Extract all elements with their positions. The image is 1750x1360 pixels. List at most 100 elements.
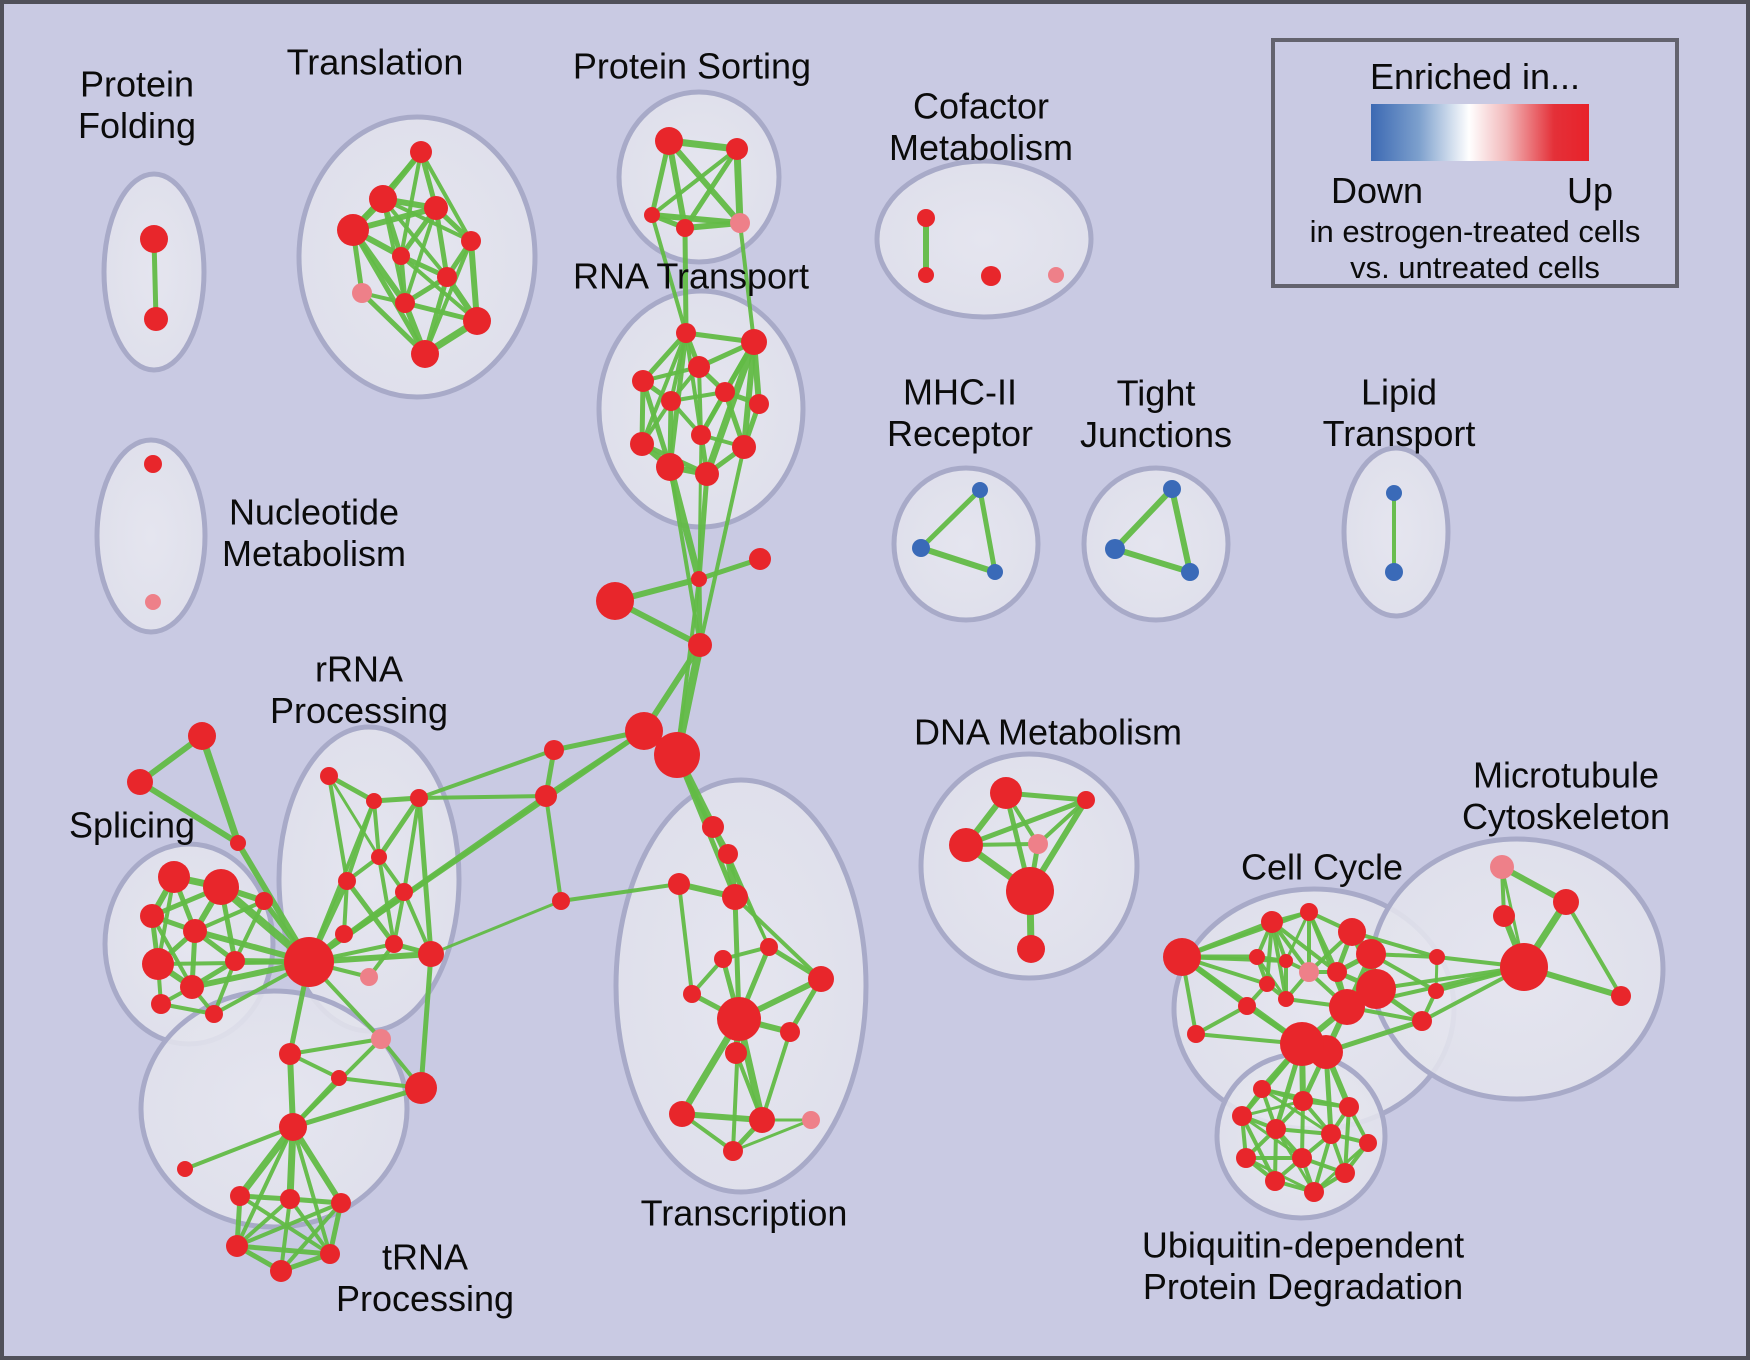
node-cc12[interactable] xyxy=(1238,997,1256,1015)
node-tr3[interactable] xyxy=(424,196,448,220)
node-cc2[interactable] xyxy=(1261,911,1283,933)
node-tn3[interactable] xyxy=(331,1193,351,1213)
node-mc2[interactable] xyxy=(1553,889,1579,915)
node-cc13[interactable] xyxy=(1329,989,1365,1025)
node-dm2[interactable] xyxy=(1077,791,1095,809)
node-pf2[interactable] xyxy=(144,307,168,331)
node-tn4[interactable] xyxy=(226,1235,248,1257)
node-sp8[interactable] xyxy=(225,951,245,971)
node-ps3[interactable] xyxy=(644,207,660,223)
node-cc7[interactable] xyxy=(1279,954,1293,968)
node-tc3[interactable] xyxy=(808,966,834,992)
node-cc14[interactable] xyxy=(1356,969,1396,1009)
node-sp1[interactable] xyxy=(158,861,190,893)
node-tj3[interactable] xyxy=(1181,563,1199,581)
node-tj2[interactable] xyxy=(1105,539,1125,559)
node-uq2[interactable] xyxy=(1293,1091,1313,1111)
node-tc11[interactable] xyxy=(723,1141,743,1161)
node-rr14[interactable] xyxy=(371,1029,391,1049)
node-rr13[interactable] xyxy=(331,1070,347,1086)
node-rr12[interactable] xyxy=(279,1043,301,1065)
node-dm1[interactable] xyxy=(990,777,1022,809)
node-rr9[interactable] xyxy=(385,935,403,953)
node-lp1[interactable] xyxy=(1386,485,1402,501)
node-mh3[interactable] xyxy=(987,564,1003,580)
node-rr4[interactable] xyxy=(371,849,387,865)
node-uq8[interactable] xyxy=(1236,1148,1256,1168)
node-tc1[interactable] xyxy=(714,950,732,968)
node-cc5[interactable] xyxy=(1356,939,1386,969)
node-sp3[interactable] xyxy=(140,904,164,928)
node-rr8[interactable] xyxy=(418,941,444,967)
node-ps5[interactable] xyxy=(730,213,750,233)
node-uq3[interactable] xyxy=(1232,1106,1252,1126)
node-tr10[interactable] xyxy=(463,307,491,335)
node-rr5[interactable] xyxy=(338,872,356,890)
node-rr10[interactable] xyxy=(360,968,378,986)
node-sp10[interactable] xyxy=(205,1005,223,1023)
node-j4[interactable] xyxy=(688,633,712,657)
node-tr9[interactable] xyxy=(395,293,415,313)
node-ps2[interactable] xyxy=(726,138,748,160)
node-cf4[interactable] xyxy=(1048,267,1064,283)
node-tc7[interactable] xyxy=(725,1042,747,1064)
node-uq12[interactable] xyxy=(1304,1182,1324,1202)
node-dm6[interactable] xyxy=(1017,935,1045,963)
node-uq11[interactable] xyxy=(1265,1171,1285,1191)
node-uq6[interactable] xyxy=(1321,1124,1341,1144)
node-tj1[interactable] xyxy=(1163,480,1181,498)
node-dm3[interactable] xyxy=(949,828,983,862)
node-ps1[interactable] xyxy=(655,127,683,155)
node-cc8[interactable] xyxy=(1299,962,1319,982)
node-rt10[interactable] xyxy=(691,425,711,445)
node-cc10[interactable] xyxy=(1259,976,1275,992)
node-tn0[interactable] xyxy=(177,1161,193,1177)
node-uq9[interactable] xyxy=(1292,1148,1312,1168)
node-mh2[interactable] xyxy=(912,539,930,557)
node-dm4[interactable] xyxy=(1028,834,1048,854)
node-mc5[interactable] xyxy=(1429,949,1445,965)
node-rt12[interactable] xyxy=(732,435,756,459)
node-tn6[interactable] xyxy=(270,1260,292,1282)
node-cc15[interactable] xyxy=(1187,1025,1205,1043)
node-c3[interactable] xyxy=(668,873,690,895)
node-tr2[interactable] xyxy=(369,185,397,213)
node-lp2[interactable] xyxy=(1385,563,1403,581)
node-j2[interactable] xyxy=(749,548,771,570)
node-rr11[interactable] xyxy=(405,1072,437,1104)
node-rr3[interactable] xyxy=(410,789,428,807)
node-c2[interactable] xyxy=(718,844,738,864)
node-sp9[interactable] xyxy=(151,994,171,1014)
node-rr6[interactable] xyxy=(395,883,413,901)
node-sp_t2[interactable] xyxy=(127,769,153,795)
node-tnh[interactable] xyxy=(279,1113,307,1141)
node-cf3[interactable] xyxy=(981,266,1001,286)
node-rt1[interactable] xyxy=(676,323,696,343)
node-tr7[interactable] xyxy=(437,267,457,287)
node-tc5[interactable] xyxy=(717,997,761,1041)
node-tc4[interactable] xyxy=(683,985,701,1003)
node-rr7[interactable] xyxy=(335,925,353,943)
node-uq5[interactable] xyxy=(1266,1119,1286,1139)
node-cc9[interactable] xyxy=(1327,962,1347,982)
node-uqh1[interactable] xyxy=(1280,1022,1324,1066)
node-sp6[interactable] xyxy=(142,948,174,980)
node-tr8[interactable] xyxy=(352,283,372,303)
node-j1[interactable] xyxy=(691,571,707,587)
node-uq1[interactable] xyxy=(1253,1080,1271,1098)
node-dm5[interactable] xyxy=(1006,867,1054,915)
node-sp4[interactable] xyxy=(183,919,207,943)
node-c4[interactable] xyxy=(722,884,748,910)
node-rt4[interactable] xyxy=(632,370,654,392)
node-l2[interactable] xyxy=(535,785,557,807)
node-cc1[interactable] xyxy=(1163,938,1201,976)
node-uq10[interactable] xyxy=(1335,1163,1355,1183)
node-cc4[interactable] xyxy=(1338,918,1366,946)
node-ps4[interactable] xyxy=(676,219,694,237)
node-tr11[interactable] xyxy=(411,340,439,368)
node-j3[interactable] xyxy=(596,582,634,620)
node-rr2[interactable] xyxy=(366,793,382,809)
node-tr4[interactable] xyxy=(337,214,369,246)
node-sp2[interactable] xyxy=(203,869,239,905)
node-rt2[interactable] xyxy=(741,329,767,355)
